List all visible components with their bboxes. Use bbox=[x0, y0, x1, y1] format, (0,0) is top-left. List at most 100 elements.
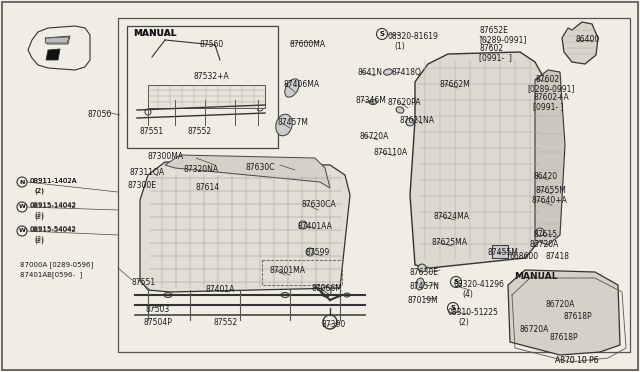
Text: 86400: 86400 bbox=[576, 35, 600, 44]
Text: 86720A: 86720A bbox=[530, 240, 559, 249]
Text: 87000A [0289-0596]: 87000A [0289-0596] bbox=[20, 261, 93, 268]
Text: 876110A: 876110A bbox=[373, 148, 407, 157]
Polygon shape bbox=[45, 37, 69, 43]
Circle shape bbox=[299, 221, 307, 229]
Text: 87625MA: 87625MA bbox=[432, 238, 468, 247]
Text: (2): (2) bbox=[34, 188, 44, 195]
Text: (2): (2) bbox=[458, 318, 468, 327]
Text: 87346M: 87346M bbox=[355, 96, 386, 105]
Text: (2): (2) bbox=[34, 212, 44, 218]
Text: 08915-14042: 08915-14042 bbox=[30, 202, 77, 208]
Text: 87600MA: 87600MA bbox=[290, 40, 326, 49]
Text: 87602: 87602 bbox=[535, 75, 559, 84]
Text: 87552: 87552 bbox=[188, 127, 212, 136]
Text: (2): (2) bbox=[34, 237, 44, 244]
Text: S: S bbox=[380, 31, 385, 37]
Text: 87552: 87552 bbox=[213, 318, 237, 327]
Text: 87620PA: 87620PA bbox=[388, 98, 422, 107]
Text: 87401AB[0596-  ]: 87401AB[0596- ] bbox=[20, 271, 83, 278]
Text: 87457M: 87457M bbox=[278, 118, 309, 127]
Text: 87320NA: 87320NA bbox=[183, 165, 218, 174]
Ellipse shape bbox=[383, 69, 392, 75]
Polygon shape bbox=[508, 270, 620, 355]
Text: 87455M: 87455M bbox=[487, 248, 518, 257]
Text: 87655M: 87655M bbox=[535, 186, 566, 195]
Text: MANUAL: MANUAL bbox=[133, 29, 177, 38]
Bar bbox=[492, 245, 508, 258]
Circle shape bbox=[406, 118, 414, 126]
Text: 87630C: 87630C bbox=[246, 163, 275, 172]
Text: 668600: 668600 bbox=[510, 252, 539, 261]
Text: 87602: 87602 bbox=[480, 44, 504, 53]
Text: A870 10 P6: A870 10 P6 bbox=[555, 356, 598, 365]
Ellipse shape bbox=[281, 292, 289, 298]
Text: 87300E: 87300E bbox=[128, 181, 157, 190]
Text: 86720A: 86720A bbox=[360, 132, 389, 141]
Text: 87560: 87560 bbox=[200, 40, 224, 49]
Text: 87019M: 87019M bbox=[408, 296, 439, 305]
Text: 87551: 87551 bbox=[131, 278, 155, 287]
Text: 87418Q: 87418Q bbox=[392, 68, 422, 77]
Ellipse shape bbox=[276, 114, 292, 136]
Text: 87599: 87599 bbox=[305, 248, 329, 257]
Text: 87503: 87503 bbox=[145, 305, 169, 314]
Circle shape bbox=[536, 228, 544, 236]
Text: 8641N: 8641N bbox=[358, 68, 383, 77]
Text: 87300MA: 87300MA bbox=[148, 152, 184, 161]
Text: 87406MA: 87406MA bbox=[284, 80, 320, 89]
Text: (1): (1) bbox=[394, 42, 404, 51]
Text: 08310-51225: 08310-51225 bbox=[448, 308, 499, 317]
Text: 87551: 87551 bbox=[140, 127, 164, 136]
Ellipse shape bbox=[344, 293, 350, 297]
Text: MANUAL: MANUAL bbox=[514, 272, 557, 281]
Text: 87401A: 87401A bbox=[205, 285, 234, 294]
Text: N: N bbox=[19, 180, 25, 185]
Text: 87652E: 87652E bbox=[480, 26, 509, 35]
Polygon shape bbox=[140, 162, 350, 292]
Text: 87621NA: 87621NA bbox=[400, 116, 435, 125]
Text: 87066M: 87066M bbox=[312, 284, 343, 293]
Text: (2): (2) bbox=[34, 236, 44, 243]
Bar bbox=[118, 18, 630, 352]
Text: 87615: 87615 bbox=[534, 230, 558, 239]
Text: 87301MA: 87301MA bbox=[270, 266, 306, 275]
Ellipse shape bbox=[369, 99, 377, 105]
Text: [0289-0991]: [0289-0991] bbox=[527, 84, 574, 93]
Ellipse shape bbox=[285, 79, 300, 97]
Text: 87390: 87390 bbox=[322, 320, 346, 329]
Text: 86720A: 86720A bbox=[519, 325, 548, 334]
Text: (4): (4) bbox=[462, 290, 473, 299]
Text: 86420: 86420 bbox=[533, 172, 557, 181]
Text: A870 10 P6: A870 10 P6 bbox=[555, 356, 598, 365]
Text: 87624MA: 87624MA bbox=[434, 212, 470, 221]
Text: 08915-14042: 08915-14042 bbox=[30, 203, 77, 209]
Bar bbox=[262, 260, 342, 285]
Text: 08320-81619: 08320-81619 bbox=[388, 32, 439, 41]
Text: S: S bbox=[451, 305, 456, 311]
Text: 87640+A: 87640+A bbox=[532, 196, 568, 205]
Circle shape bbox=[306, 248, 314, 256]
Bar bbox=[148, 85, 265, 108]
Text: (2): (2) bbox=[34, 213, 44, 219]
Ellipse shape bbox=[416, 278, 424, 290]
Text: 08915-54042: 08915-54042 bbox=[30, 226, 77, 232]
Polygon shape bbox=[165, 155, 330, 188]
Text: 87630CA: 87630CA bbox=[301, 200, 336, 209]
Text: 87050: 87050 bbox=[88, 110, 112, 119]
Bar bbox=[127, 26, 278, 148]
Text: W: W bbox=[19, 228, 26, 234]
Text: 87311QA: 87311QA bbox=[130, 168, 165, 177]
Circle shape bbox=[418, 264, 426, 272]
Text: W: W bbox=[19, 205, 26, 209]
Polygon shape bbox=[562, 22, 598, 64]
Text: [0991-  ]: [0991- ] bbox=[479, 53, 512, 62]
Text: 87602+A: 87602+A bbox=[533, 93, 569, 102]
Ellipse shape bbox=[396, 107, 404, 113]
Polygon shape bbox=[45, 36, 70, 44]
Text: 87618P: 87618P bbox=[549, 333, 578, 342]
Polygon shape bbox=[410, 52, 545, 268]
Polygon shape bbox=[46, 49, 60, 60]
Polygon shape bbox=[28, 26, 90, 70]
Text: [0289-0991]: [0289-0991] bbox=[479, 35, 526, 44]
Ellipse shape bbox=[164, 292, 172, 298]
